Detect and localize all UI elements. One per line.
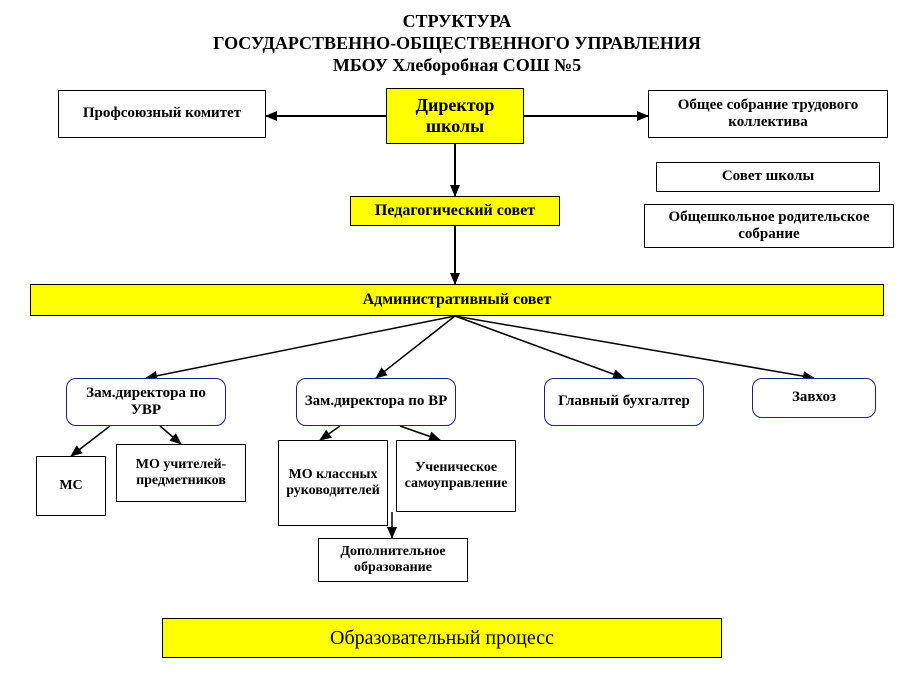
node-parents: Общешкольное родительское собрание: [644, 204, 894, 248]
node-admin_council: Административный совет: [30, 284, 884, 316]
node-ped_council: Педагогический совет: [350, 196, 560, 226]
title-line-2: МБОУ Хлеборобная СОШ №5: [0, 54, 914, 76]
node-accountant: Главный бухгалтер: [544, 378, 704, 426]
node-label: Зам.директора по ВР: [305, 393, 448, 410]
node-label: МО классных руководителей: [285, 467, 381, 499]
edge-10: [160, 426, 181, 444]
node-label: Образовательный процесс: [330, 627, 554, 650]
node-label: Административный совет: [363, 291, 552, 309]
node-label: Зам.директора по УВР: [73, 385, 219, 420]
edge-11: [320, 426, 340, 440]
node-label: Главный бухгалтер: [558, 393, 690, 410]
node-zam_uvr: Зам.директора по УВР: [66, 378, 226, 426]
node-director: Директор школы: [386, 88, 524, 144]
edge-6: [376, 316, 455, 378]
edge-7: [455, 316, 624, 378]
node-label: Общешкольное родительское собрание: [651, 209, 887, 244]
node-edu_process: Образовательный процесс: [162, 618, 722, 658]
node-union: Профсоюзный комитет: [58, 90, 266, 138]
node-mo_teachers: МО учителей-предметников: [116, 444, 246, 502]
node-mo_class: МО классных руководителей: [278, 440, 388, 526]
node-label: Совет школы: [722, 168, 814, 185]
edge-8: [455, 316, 814, 378]
node-zavhoz: Завхоз: [752, 378, 876, 418]
node-label: Директор школы: [393, 95, 517, 136]
node-label: Завхоз: [792, 389, 836, 406]
node-label: Педагогический совет: [375, 202, 535, 220]
node-extra_edu: Дополнительное образование: [318, 538, 468, 582]
title-line-0: СТРУКТУРА: [0, 10, 914, 32]
node-student_gov: Ученическое самоуправление: [396, 440, 516, 512]
node-label: Ученическое самоуправление: [403, 460, 509, 492]
org-chart: СТРУКТУРАГОСУДАРСТВЕННО-ОБЩЕСТВЕННОГО УП…: [0, 0, 914, 686]
node-label: Дополнительное образование: [325, 544, 461, 576]
title-line-1: ГОСУДАРСТВЕННО-ОБЩЕСТВЕННОГО УПРАВЛЕНИЯ: [0, 32, 914, 54]
edge-5: [146, 316, 455, 378]
edge-12: [400, 426, 440, 440]
node-school_council: Совет школы: [656, 162, 880, 192]
node-zam_vr: Зам.директора по ВР: [296, 378, 456, 426]
node-label: МС: [59, 478, 82, 494]
node-label: Общее собрание трудового коллектива: [655, 97, 881, 132]
edge-9: [71, 426, 110, 456]
node-ms: МС: [36, 456, 106, 516]
node-label: МО учителей-предметников: [123, 457, 239, 489]
page-title: СТРУКТУРАГОСУДАРСТВЕННО-ОБЩЕСТВЕННОГО УП…: [0, 10, 914, 76]
node-assembly: Общее собрание трудового коллектива: [648, 90, 888, 138]
node-label: Профсоюзный комитет: [83, 105, 241, 122]
